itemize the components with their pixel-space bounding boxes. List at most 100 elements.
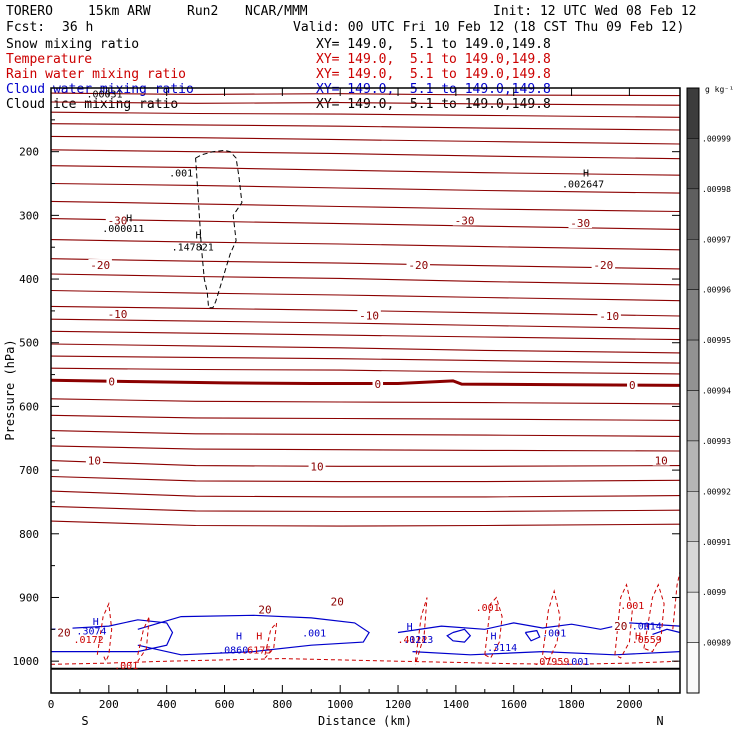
x-tick-label: 1800 bbox=[558, 698, 585, 711]
colorbar-label: .00994 bbox=[702, 387, 731, 396]
rain-contour bbox=[50, 658, 681, 665]
snow-contour bbox=[195, 149, 243, 309]
colorbar-label: .00992 bbox=[702, 487, 731, 496]
colorbar-swatch bbox=[686, 87, 700, 139]
legend-xy-temperature: XY= 149.0, 5.1 to 149.0,149.8 bbox=[316, 52, 551, 67]
cloud-water-contour bbox=[412, 650, 681, 656]
valid-time: Valid: 00 UTC Fri 10 Feb 12 (18 CST Thu … bbox=[293, 20, 685, 35]
temperature-label: -10 bbox=[108, 308, 128, 321]
temperature-isotherm bbox=[50, 520, 681, 527]
temperature-isotherm bbox=[50, 398, 681, 405]
rain-contour bbox=[614, 583, 633, 659]
temperature-label-bg bbox=[568, 217, 592, 229]
colorbar-label: .00995 bbox=[702, 336, 731, 345]
contour-value-label: H bbox=[256, 632, 262, 643]
contour-value-label: .001 bbox=[476, 603, 500, 614]
contour-value-label: .6175 bbox=[241, 646, 271, 657]
x-tick-label: 1200 bbox=[385, 698, 412, 711]
rain-layer bbox=[50, 571, 681, 665]
y-tick-label: 800 bbox=[19, 528, 39, 541]
contour-value-label: .0172 bbox=[74, 635, 104, 646]
temperature-label: -30 bbox=[455, 214, 475, 227]
colorbar-swatch bbox=[686, 541, 700, 593]
temperature-label: 20 bbox=[258, 604, 271, 617]
temperature-isotherm bbox=[50, 490, 681, 498]
y-tick-label: 400 bbox=[19, 273, 39, 286]
rain-contour bbox=[542, 589, 561, 663]
temperature-label-bg bbox=[55, 626, 73, 638]
temperature-isotherm bbox=[50, 258, 681, 270]
temperature-label: -20 bbox=[593, 259, 613, 272]
contour-value-label: .0213 bbox=[403, 635, 433, 646]
rain-contour bbox=[484, 596, 503, 659]
snow-layer bbox=[195, 149, 243, 309]
contour-value-label: H bbox=[407, 622, 413, 633]
contour-value-label: H bbox=[635, 632, 641, 643]
temperature-label-bg bbox=[627, 378, 638, 390]
y-tick-label: 200 bbox=[19, 146, 39, 159]
temperature-label-bg bbox=[372, 378, 384, 390]
colorbar-label: .00996 bbox=[702, 286, 731, 295]
colorbar-label: .00997 bbox=[702, 235, 731, 244]
contour-value-label: .3114 bbox=[487, 643, 517, 654]
temperature-label: 20 bbox=[57, 627, 70, 640]
model-resolution: 15km ARW bbox=[88, 4, 151, 19]
x-axis-south-label: S bbox=[81, 714, 88, 728]
temperature-label: -30 bbox=[570, 217, 590, 230]
temperature-isotherm bbox=[50, 414, 681, 421]
y-axis-label: Pressure (hPa) bbox=[3, 339, 17, 440]
init-time: Init: 12 UTC Wed 08 Feb 12 bbox=[493, 4, 697, 19]
colorbar-unit: g kg⁻¹ bbox=[705, 85, 734, 94]
temperature-isotherm bbox=[50, 273, 681, 286]
temperature-label: -30 bbox=[108, 214, 128, 227]
contour-value-label: H bbox=[93, 617, 99, 628]
temperature-isotherm bbox=[50, 92, 681, 97]
y-tick-label: 700 bbox=[19, 464, 39, 477]
model-org: NCAR/MMM bbox=[245, 4, 308, 19]
temperature-isotherm bbox=[50, 475, 681, 483]
contour-value-label: .000011 bbox=[102, 224, 144, 235]
temperature-label: -10 bbox=[359, 309, 379, 322]
axis-ticks-layer: 0 200 400 600 800 1000 1200 1400 1600 1800 2000200… bbox=[13, 88, 680, 711]
temperature-isotherm bbox=[50, 165, 681, 176]
contour-value-label: .00031 bbox=[86, 90, 122, 101]
x-tick-label: 2000 bbox=[616, 698, 643, 711]
x-tick-label: 800 bbox=[272, 698, 292, 711]
temperature-isotherm bbox=[50, 239, 681, 251]
y-tick-label: 900 bbox=[19, 591, 39, 604]
colorbar: .00999 .00998 .00997 .00996 .00995 .00994 .009… bbox=[686, 87, 731, 694]
temperature-isotherm bbox=[50, 111, 681, 118]
contour-value-label: H bbox=[126, 213, 132, 224]
colorbar-swatch bbox=[686, 591, 700, 643]
temperature-isotherm bbox=[50, 218, 681, 230]
temperature-label-bg bbox=[357, 309, 381, 321]
legend-name-cloud-ice: Cloud ice mixing ratio bbox=[6, 97, 179, 112]
temperature-isotherm bbox=[50, 343, 681, 354]
temperature-label: -10 bbox=[599, 310, 619, 323]
temperature-label-bg bbox=[406, 259, 431, 271]
rain-contour bbox=[643, 583, 665, 653]
rain-contour bbox=[672, 571, 681, 630]
y-tick-label: 500 bbox=[19, 337, 39, 350]
colorbar-label: .00989 bbox=[702, 639, 731, 648]
contour-value-label: .07959 bbox=[533, 657, 569, 668]
temperature-isotherm bbox=[50, 330, 681, 341]
colorbar-swatch bbox=[686, 239, 700, 290]
temperature-label-bg bbox=[88, 259, 112, 271]
contour-value-label: .001 bbox=[114, 661, 138, 672]
contour-value-label: .0559 bbox=[632, 635, 662, 646]
contour-value-label: .3074 bbox=[76, 627, 106, 638]
temperature-label: 0 bbox=[108, 376, 115, 389]
temperature-isotherm bbox=[50, 123, 681, 131]
rain-contour bbox=[96, 601, 113, 663]
temperature-isotherm bbox=[50, 505, 681, 513]
forecast-label: Fcst: bbox=[6, 20, 46, 35]
x-tick-label: 400 bbox=[157, 698, 177, 711]
temperature-label-bg bbox=[308, 460, 326, 472]
colorbar-swatch bbox=[686, 289, 700, 341]
contour-value-label: .0860 bbox=[218, 646, 248, 657]
temperature-isotherm bbox=[50, 289, 681, 302]
x-tick-label: 1600 bbox=[500, 698, 527, 711]
temperature-label: -20 bbox=[408, 259, 428, 272]
temperature-isotherm bbox=[50, 200, 681, 213]
